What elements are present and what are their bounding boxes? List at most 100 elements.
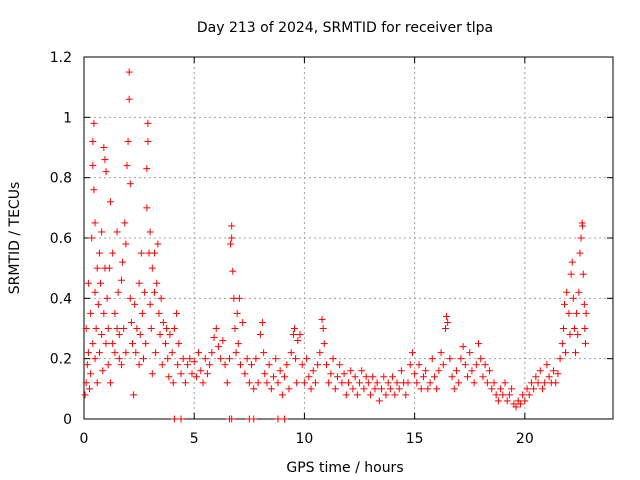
data-point: [126, 180, 134, 188]
data-point: [281, 415, 289, 423]
data-point: [228, 415, 236, 423]
data-point: [100, 309, 108, 317]
data-point: [250, 385, 258, 393]
data-point: [104, 325, 112, 332]
data-point: [455, 379, 463, 387]
data-point: [125, 68, 133, 76]
data-point: [162, 340, 170, 348]
data-point: [103, 294, 111, 302]
data-point: [173, 309, 181, 317]
data-point: [119, 258, 127, 266]
data-point: [210, 334, 218, 342]
data-point: [102, 340, 110, 348]
data-point: [408, 349, 416, 357]
data-point: [144, 119, 152, 127]
data-point: [159, 318, 167, 326]
data-point: [351, 373, 359, 381]
data-point: [287, 349, 295, 357]
x-axis-label: GPS time / hours: [286, 460, 403, 476]
data-point: [475, 340, 483, 348]
data-point: [488, 385, 496, 393]
data-point: [530, 385, 538, 393]
data-point: [125, 95, 133, 103]
data-point: [461, 361, 469, 369]
data-point: [169, 379, 177, 387]
data-point: [143, 204, 151, 212]
data-point: [380, 373, 388, 381]
data-point: [259, 318, 267, 326]
data-point: [320, 340, 328, 348]
data-point: [468, 367, 476, 375]
data-point: [170, 325, 178, 332]
data-point: [82, 325, 90, 332]
data-point: [86, 385, 94, 393]
data-point: [503, 397, 511, 405]
data-point: [89, 137, 97, 145]
data-point: [234, 340, 242, 348]
data-point: [117, 361, 125, 369]
data-point: [91, 288, 99, 296]
data-point: [278, 391, 286, 399]
data-point: [276, 367, 284, 375]
data-point: [127, 318, 135, 326]
data-point: [206, 361, 214, 369]
data-point: [296, 331, 304, 339]
data-point: [364, 379, 372, 387]
data-point: [283, 361, 291, 369]
data-point: [411, 370, 419, 378]
data-point: [516, 400, 524, 408]
data-point: [289, 331, 297, 339]
data-point: [373, 379, 381, 387]
data-point: [569, 294, 577, 302]
data-point: [154, 240, 162, 248]
data-point: [229, 267, 237, 275]
y-tick-label: 0.2: [50, 352, 72, 368]
data-point: [499, 391, 507, 399]
y-tick-label: 0.4: [50, 291, 72, 307]
data-point: [582, 309, 590, 317]
data-point: [197, 367, 205, 375]
data-point: [122, 349, 130, 357]
data-point: [113, 228, 121, 236]
data-point: [186, 355, 194, 363]
data-point: [314, 361, 322, 369]
data-point: [395, 385, 403, 393]
data-point: [274, 379, 282, 387]
grid-lines: [84, 57, 613, 419]
data-point: [424, 385, 432, 393]
data-point: [223, 379, 231, 387]
data-point: [95, 249, 103, 257]
data-point: [84, 279, 92, 287]
data-point: [575, 288, 583, 296]
data-point: [532, 373, 540, 381]
data-point: [89, 162, 97, 170]
data-point: [285, 385, 293, 393]
data-point: [217, 355, 225, 363]
data-point: [143, 165, 151, 173]
data-point: [426, 379, 434, 387]
data-point: [126, 294, 134, 302]
data-point: [541, 379, 549, 387]
data-point: [486, 367, 494, 375]
data-point: [459, 343, 467, 351]
data-point: [505, 391, 513, 399]
data-point: [115, 355, 123, 363]
data-point: [228, 222, 236, 230]
data-point: [190, 358, 198, 366]
x-tick-label: 20: [516, 431, 534, 447]
data-point: [232, 349, 240, 357]
data-point: [113, 325, 121, 332]
data-point: [120, 325, 128, 332]
data-point: [144, 137, 152, 145]
data-point: [466, 349, 474, 357]
data-point: [131, 300, 139, 308]
data-point: [358, 367, 366, 375]
data-point: [406, 361, 414, 369]
data-point: [497, 385, 505, 393]
data-point: [391, 391, 399, 399]
data-point: [156, 331, 164, 339]
data-point: [141, 288, 149, 296]
data-point: [441, 325, 449, 332]
data-point: [91, 219, 99, 227]
data-point: [393, 379, 401, 387]
